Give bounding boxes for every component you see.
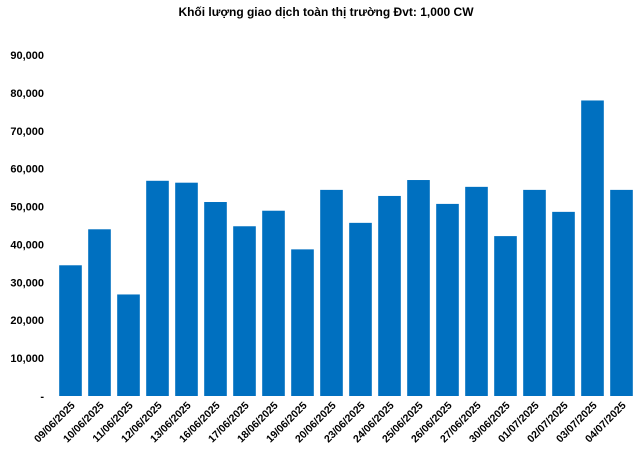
- y-tick-label: 30,000: [10, 277, 44, 289]
- bar: [204, 202, 227, 396]
- y-axis: - 10,000 20,000 30,000 40,000 50,000 60,000 70,…: [10, 50, 44, 403]
- bar: [349, 222, 372, 396]
- bar: [465, 186, 488, 396]
- bar: [291, 249, 314, 396]
- bar: [610, 189, 633, 396]
- y-tick-label: -: [40, 391, 44, 403]
- bars: [59, 100, 633, 396]
- bar: [378, 195, 401, 396]
- bar: [59, 265, 82, 396]
- y-tick-label: 90,000: [10, 50, 44, 62]
- bar: [175, 182, 198, 396]
- bar: [407, 180, 430, 396]
- bar: [581, 100, 604, 396]
- bar: [262, 210, 285, 396]
- y-tick-label: 70,000: [10, 126, 44, 138]
- x-axis: 09/06/202510/06/202511/06/202512/06/2025…: [32, 400, 629, 446]
- bar: [233, 226, 256, 396]
- chart-title: Khối lượng giao dịch toàn thị trường Đvt…: [178, 5, 474, 19]
- bar: [117, 294, 140, 396]
- bar: [552, 211, 575, 396]
- bar: [494, 236, 517, 396]
- bar: [146, 180, 169, 396]
- bar: [88, 229, 111, 396]
- y-tick-label: 40,000: [10, 239, 44, 251]
- bar: [320, 189, 343, 396]
- bar: [436, 203, 459, 396]
- bar: [523, 189, 546, 396]
- y-tick-label: 20,000: [10, 315, 44, 327]
- y-tick-label: 10,000: [10, 353, 44, 365]
- y-tick-label: 50,000: [10, 202, 44, 214]
- y-tick-label: 80,000: [10, 88, 44, 100]
- y-tick-label: 60,000: [10, 164, 44, 176]
